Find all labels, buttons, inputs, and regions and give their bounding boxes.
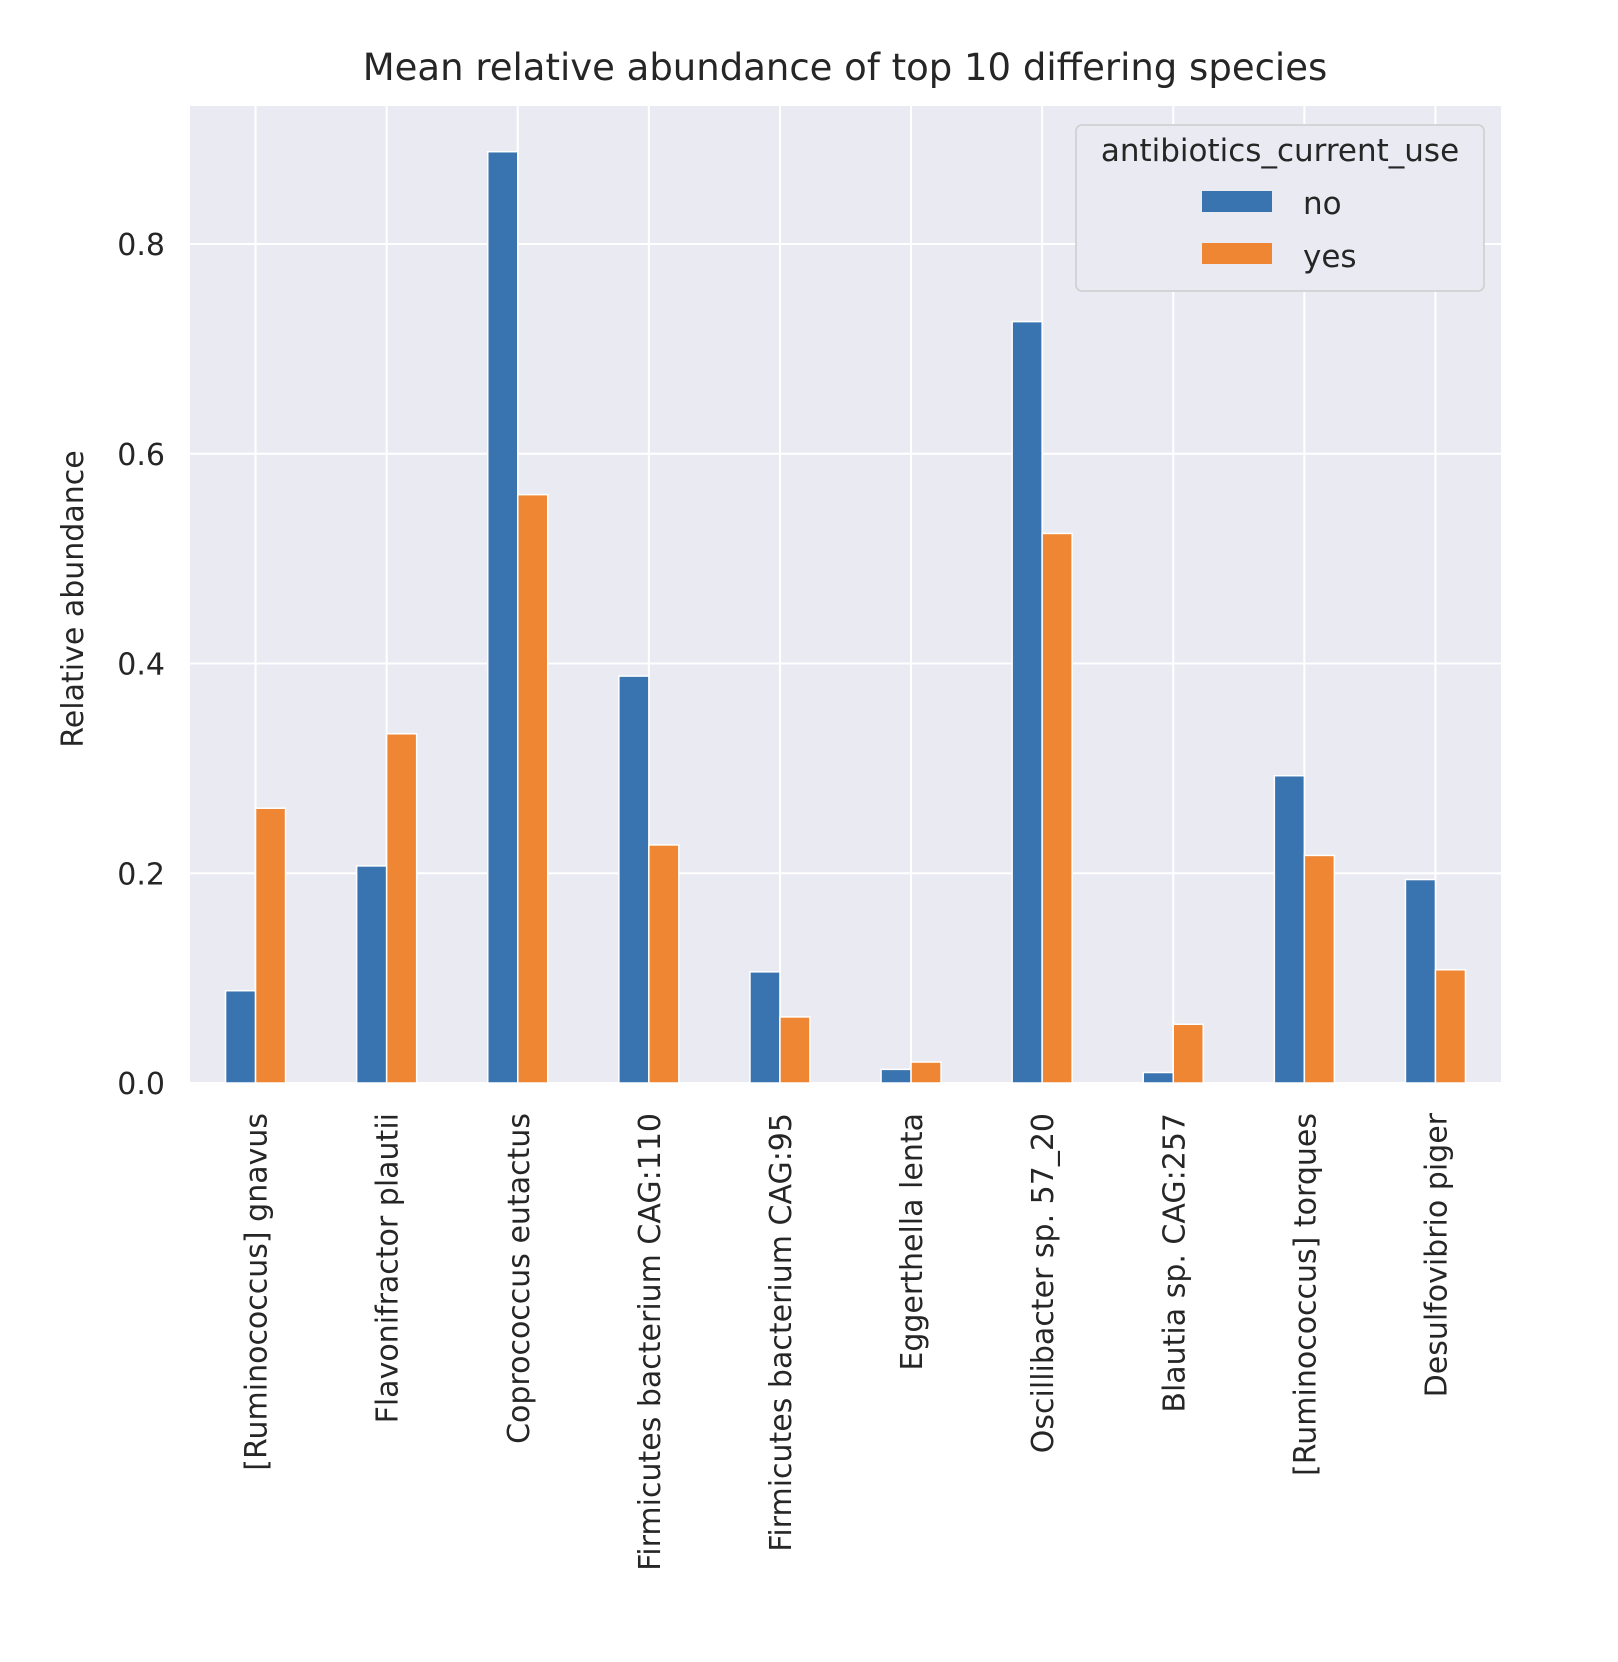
x-tick-label: Desulfovibrio piger bbox=[1419, 1112, 1454, 1397]
bar-yes bbox=[1303, 854, 1336, 1084]
bar-no bbox=[749, 971, 781, 1084]
x-axis-ticks: [Ruminococcus] gnavus Flavonifractor plau… bbox=[240, 1112, 1455, 1570]
legend-swatch-no bbox=[1202, 191, 1272, 212]
y-tick-label: 0.0 bbox=[117, 1067, 165, 1102]
bar-no bbox=[355, 865, 388, 1084]
bar-yes bbox=[1434, 968, 1467, 1084]
x-tick-label: [Ruminococcus] torques bbox=[1288, 1113, 1323, 1476]
bar-no bbox=[1142, 1071, 1174, 1084]
bar-yes bbox=[779, 1016, 811, 1084]
bar-yes bbox=[385, 733, 418, 1084]
y-tick-label: 0.6 bbox=[117, 438, 165, 473]
bar-yes bbox=[910, 1061, 942, 1084]
bar-no bbox=[618, 675, 650, 1084]
x-tick-label: Flavonifractor plautii bbox=[371, 1113, 406, 1423]
x-tick-label: Blautia sp. CAG:257 bbox=[1157, 1113, 1192, 1413]
x-tick-label: Eggerthella lenta bbox=[895, 1113, 930, 1371]
bar-no bbox=[1404, 878, 1437, 1084]
bars bbox=[224, 150, 1467, 1084]
bar-no bbox=[1273, 774, 1306, 1084]
x-tick-label: Oscillibacter sp. 57_20 bbox=[1026, 1113, 1061, 1453]
bar-yes bbox=[254, 807, 287, 1084]
legend-label-no: no bbox=[1303, 186, 1342, 222]
y-axis-ticks: 0.0 0.2 0.4 0.6 0.8 bbox=[117, 228, 165, 1102]
bar-yes bbox=[648, 844, 680, 1084]
bar-yes bbox=[1172, 1023, 1204, 1084]
x-tick-label: Firmicutes bacterium CAG:95 bbox=[764, 1113, 799, 1552]
bar-no bbox=[1011, 320, 1043, 1084]
bar-no bbox=[487, 150, 519, 1084]
y-axis-label: Relative abundance bbox=[56, 450, 91, 747]
bar-yes bbox=[1041, 532, 1073, 1084]
bar-no bbox=[224, 989, 257, 1084]
y-tick-label: 0.8 bbox=[117, 228, 165, 263]
legend-label-yes: yes bbox=[1303, 239, 1357, 275]
y-tick-label: 0.2 bbox=[117, 857, 165, 892]
x-tick-label: Firmicutes bacterium CAG:110 bbox=[633, 1113, 668, 1571]
legend: antibiotics_current_use no yes bbox=[1075, 124, 1485, 292]
chart-title: Mean relative abundance of top 10 differ… bbox=[363, 46, 1328, 89]
legend-box bbox=[1075, 124, 1485, 292]
legend-title: antibiotics_current_use bbox=[1101, 133, 1459, 169]
bar-no bbox=[880, 1068, 912, 1084]
legend-swatch-yes bbox=[1202, 243, 1272, 264]
x-tick-label: [Ruminococcus] gnavus bbox=[240, 1113, 275, 1471]
y-tick-label: 0.4 bbox=[117, 648, 165, 683]
x-tick-label: Coprococcus eutactus bbox=[502, 1113, 537, 1444]
bar-yes bbox=[517, 493, 549, 1084]
